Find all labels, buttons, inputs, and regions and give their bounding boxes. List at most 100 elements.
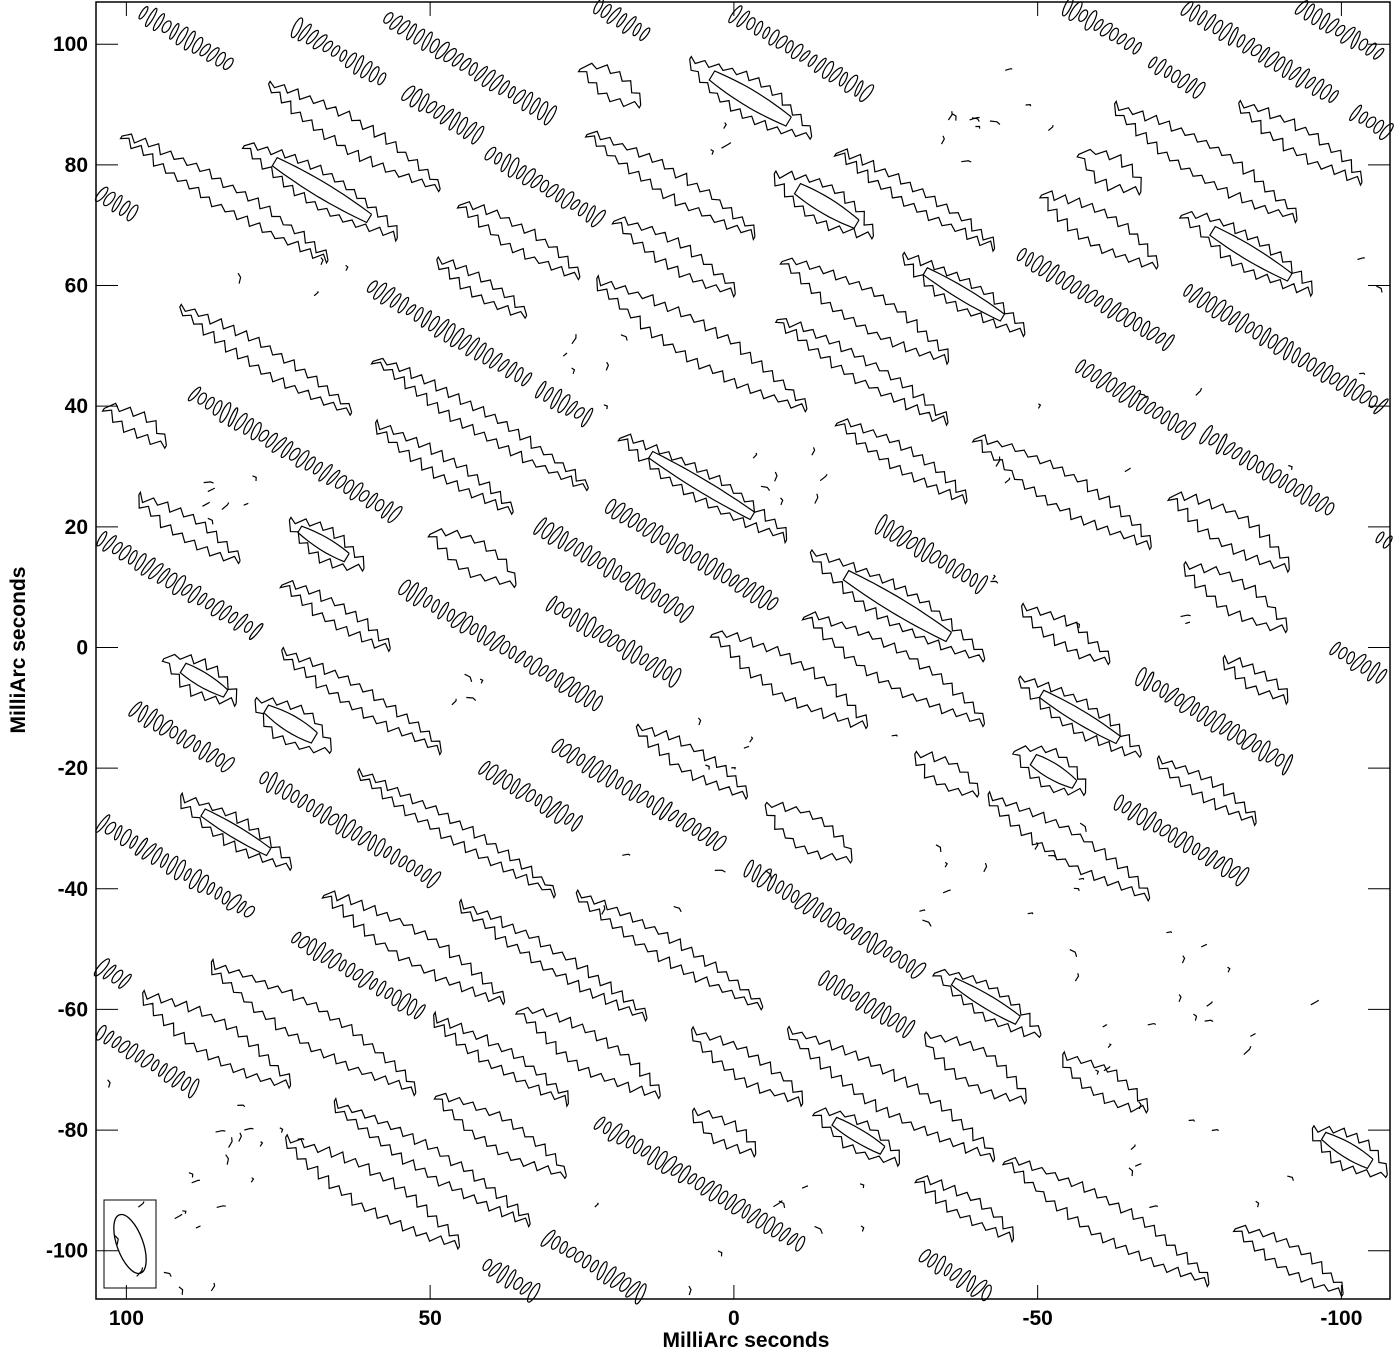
contour-oval	[406, 998, 418, 1016]
contour-oval	[539, 179, 550, 193]
contour-dash	[203, 481, 214, 484]
contour-oval	[349, 482, 364, 501]
contour-oval	[882, 946, 893, 958]
contour-oval	[243, 905, 256, 918]
contour-dash	[313, 291, 319, 297]
contour-oval	[220, 757, 235, 773]
contour-band	[179, 303, 353, 417]
contour-dash	[228, 1137, 233, 1148]
contour-oval	[1278, 473, 1289, 489]
contour-dash	[603, 404, 608, 410]
contour-oval	[111, 969, 124, 984]
contour-oval	[103, 191, 116, 207]
contour-oval	[360, 60, 373, 79]
contour-oval	[1159, 824, 1171, 837]
contour-dash	[252, 475, 257, 482]
contour-oval	[1107, 302, 1122, 319]
contour-oval	[322, 40, 334, 53]
x-tick-label: 100	[109, 1307, 144, 1330]
contour-band	[923, 1031, 1027, 1105]
contour-band	[931, 968, 1042, 1039]
contour-band	[433, 1010, 569, 1108]
contour-oval	[929, 550, 942, 564]
contour-oval	[961, 568, 972, 583]
contour-dash	[216, 1205, 226, 1208]
contour-oval	[391, 989, 402, 1007]
contour-dash	[138, 1201, 145, 1208]
contour-oval	[482, 347, 494, 365]
contour-oval	[795, 1235, 806, 1252]
contour-oval	[530, 174, 544, 189]
contour-dash	[1103, 1065, 1111, 1072]
contour-band	[279, 579, 391, 653]
contour-oval	[1335, 375, 1350, 391]
contour-oval	[651, 797, 665, 816]
contour-dash	[1069, 949, 1078, 957]
contour-dash	[1211, 1128, 1219, 1132]
contour-oval	[561, 607, 573, 619]
contour-inner	[1029, 753, 1078, 789]
y-tick-label: 0	[76, 636, 88, 659]
contour-oval	[558, 676, 575, 693]
contour-oval	[539, 795, 553, 814]
contour-dash	[723, 122, 727, 129]
contour-oval	[192, 740, 202, 753]
contour-oval	[1174, 420, 1188, 433]
contour-oval	[636, 790, 649, 804]
contour-oval	[443, 323, 456, 343]
contour-band	[1238, 99, 1363, 187]
contour-oval	[658, 801, 673, 821]
contour-band	[374, 418, 514, 516]
contour-oval	[1197, 847, 1210, 861]
contour-oval	[111, 194, 123, 213]
beam-ellipse	[113, 1213, 147, 1275]
contour-oval	[1084, 10, 1098, 31]
contour-band	[834, 418, 968, 505]
contour-oval	[140, 1053, 155, 1068]
contour-oval	[1127, 803, 1142, 821]
contour-oval	[1164, 687, 1180, 703]
contour-dash	[207, 517, 214, 525]
contour-dash	[114, 1235, 119, 1245]
contour-oval	[187, 585, 202, 604]
contour-dash	[989, 120, 1001, 125]
contour-band	[1311, 1124, 1388, 1179]
y-tick-label: 40	[65, 395, 88, 418]
contour-oval	[742, 581, 757, 598]
contour-oval	[494, 152, 503, 165]
contour-oval	[288, 447, 301, 461]
contour-oval	[335, 813, 348, 835]
contour-oval	[1282, 341, 1294, 361]
contour-oval	[389, 293, 402, 308]
contour-oval	[383, 12, 394, 24]
contour-oval	[512, 89, 527, 105]
contour-oval	[318, 464, 333, 482]
contour-band	[691, 1107, 757, 1159]
contour-oval	[1167, 412, 1179, 431]
contour-oval	[945, 558, 956, 574]
contour-band	[902, 251, 1026, 338]
contour-inner	[179, 662, 229, 698]
contour-oval	[603, 1266, 617, 1285]
contour-oval	[1226, 723, 1241, 741]
contour-oval	[1204, 850, 1219, 867]
contour-oval	[1135, 667, 1147, 687]
contour-oval	[387, 505, 403, 524]
contour-band	[142, 989, 292, 1090]
contour-band	[773, 169, 874, 241]
contour-oval	[1099, 22, 1113, 37]
contour-inner	[842, 569, 953, 643]
contour-oval	[650, 588, 662, 603]
contour-oval	[291, 931, 302, 944]
contour-oval	[708, 1184, 722, 1202]
contour-dash	[451, 698, 457, 706]
contour-oval	[397, 20, 411, 35]
contour-oval	[508, 645, 517, 659]
contour-dash	[749, 736, 754, 743]
contour-oval	[519, 1281, 533, 1295]
contour-oval	[863, 998, 877, 1014]
contour-oval	[152, 714, 164, 732]
contour-oval	[1318, 12, 1331, 30]
contour-oval	[1234, 313, 1250, 333]
contour-dash	[215, 1129, 226, 1133]
